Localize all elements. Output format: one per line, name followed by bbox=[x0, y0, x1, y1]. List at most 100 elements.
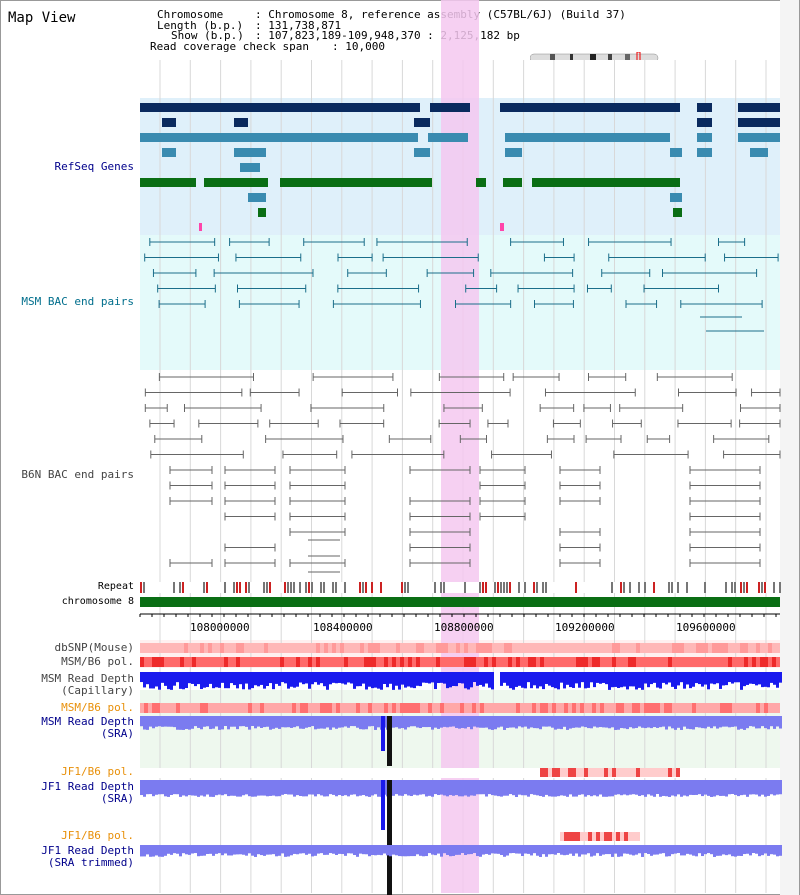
depth-bar bbox=[260, 845, 263, 856]
track-label-repeat[interactable]: Repeat bbox=[97, 581, 134, 592]
msm-pol-cell bbox=[312, 657, 316, 667]
track-label-jf1-depth-trim[interactable]: JF1 Read Depth bbox=[41, 844, 134, 857]
depth-bar bbox=[170, 672, 173, 690]
dbsnp-cell bbox=[468, 643, 472, 653]
depth-bar bbox=[437, 845, 440, 854]
chromosome-ideogram[interactable] bbox=[530, 52, 660, 64]
depth-bar bbox=[380, 672, 383, 690]
depth-bar bbox=[695, 716, 698, 728]
track-label-refseq[interactable]: RefSeq Genes bbox=[54, 160, 134, 173]
depth-bar bbox=[230, 845, 233, 856]
depth-bar bbox=[419, 780, 422, 795]
msm-pol-cell bbox=[228, 657, 232, 667]
track-label-jf1-b6-pol-2[interactable]: JF1/B6 pol. bbox=[61, 829, 134, 842]
depth-bar bbox=[443, 780, 446, 796]
repeat-mark bbox=[524, 582, 526, 593]
msm-pol-cell bbox=[596, 657, 600, 667]
depth-bar bbox=[758, 716, 761, 729]
depth-bar bbox=[161, 672, 164, 683]
repeat-mark bbox=[533, 582, 535, 593]
msm-pol-cell bbox=[680, 657, 684, 667]
msm-pol2-cell bbox=[640, 703, 644, 713]
msm-pol2-cell bbox=[412, 703, 416, 713]
track-label-jf1-depth-sra[interactable]: JF1 Read Depth bbox=[41, 780, 134, 793]
msm-pol2-cell bbox=[464, 703, 468, 713]
depth-bar bbox=[356, 672, 359, 687]
depth-bar bbox=[392, 672, 395, 690]
depth-bar bbox=[605, 780, 608, 797]
track-label-msm-b6-pol-2[interactable]: MSM/B6 pol. bbox=[61, 701, 134, 714]
repeat-mark bbox=[545, 582, 547, 593]
depth-bar bbox=[773, 672, 776, 685]
depth-bar bbox=[167, 672, 170, 690]
msm-pol2-cell bbox=[316, 703, 320, 713]
depth-bar bbox=[485, 780, 488, 797]
msm-pol2-cell bbox=[252, 703, 256, 713]
track-label-jf1-b6-pol[interactable]: JF1/B6 pol. bbox=[61, 765, 134, 778]
repeat-track bbox=[140, 582, 780, 593]
depth-bar bbox=[233, 672, 236, 686]
axis-tick-label: 108800000 bbox=[434, 621, 494, 634]
depth-bar bbox=[743, 716, 746, 730]
msm-pol-cell bbox=[304, 657, 308, 667]
msm-pol-cell bbox=[148, 657, 152, 667]
track-label-msm-bac[interactable]: MSM BAC end pairs bbox=[21, 295, 134, 308]
depth-bar bbox=[323, 845, 326, 855]
chromosome-label: Chromosome bbox=[157, 8, 224, 21]
depth-bar bbox=[305, 716, 308, 728]
dbsnp-cell bbox=[216, 643, 220, 653]
depth-bar bbox=[575, 780, 578, 797]
depth-bar bbox=[683, 672, 686, 689]
msm-pol-cell bbox=[332, 657, 336, 667]
depth-bar bbox=[290, 845, 293, 856]
dbsnp-cell bbox=[300, 643, 304, 653]
track-label-msm-depth-cap[interactable]: MSM Read Depth bbox=[41, 672, 134, 685]
track-label-chromosome[interactable]: chromosome 8 bbox=[61, 596, 134, 607]
depth-bar bbox=[155, 845, 158, 856]
track-label-msm-b6-pol[interactable]: MSM/B6 pol. bbox=[61, 655, 134, 668]
depth-bar bbox=[665, 780, 668, 797]
msm-pol-cell bbox=[540, 657, 544, 667]
depth-bar bbox=[443, 716, 446, 727]
depth-bar bbox=[686, 672, 689, 685]
depth-bar bbox=[521, 780, 524, 796]
msm-pol2-cell bbox=[520, 703, 524, 713]
depth-bar bbox=[257, 672, 260, 687]
depth-bar bbox=[674, 780, 677, 797]
depth-bar bbox=[296, 845, 299, 855]
depth-bar bbox=[611, 780, 614, 797]
depth-bar bbox=[719, 845, 722, 856]
track-label-dbsnp[interactable]: dbSNP(Mouse) bbox=[54, 641, 134, 654]
depth-bar bbox=[344, 672, 347, 685]
depth-bar bbox=[269, 672, 272, 684]
track-label-msm-depth-sra[interactable]: MSM Read Depth bbox=[41, 715, 134, 728]
depth-bar bbox=[140, 672, 143, 683]
depth-bar bbox=[680, 672, 683, 683]
depth-bar bbox=[422, 845, 425, 857]
depth-bar bbox=[275, 780, 278, 797]
msm-pol-cell bbox=[344, 657, 348, 667]
depth-bar bbox=[182, 780, 185, 796]
track-label-b6n-bac[interactable]: B6N BAC end pairs bbox=[21, 468, 134, 481]
gene-block bbox=[414, 118, 430, 127]
dbsnp-cell bbox=[404, 643, 408, 653]
depth-bar bbox=[650, 845, 653, 856]
depth-bar bbox=[164, 716, 167, 727]
repeat-mark bbox=[779, 582, 781, 593]
depth-bar bbox=[200, 716, 203, 730]
depth-bar bbox=[461, 716, 464, 729]
repeat-mark bbox=[359, 582, 361, 593]
depth-bar bbox=[347, 845, 350, 854]
msm-pol-cell bbox=[208, 657, 212, 667]
depth-bar bbox=[140, 716, 143, 727]
repeat-mark bbox=[503, 582, 505, 593]
depth-bar bbox=[371, 845, 374, 855]
depth-bar bbox=[674, 716, 677, 730]
dbsnp-cell bbox=[724, 643, 728, 653]
depth-bar bbox=[284, 845, 287, 857]
depth-bar bbox=[257, 780, 260, 796]
depth-bar bbox=[509, 716, 512, 728]
msm-pol2-cell bbox=[772, 703, 776, 713]
depth-bar bbox=[743, 845, 746, 855]
